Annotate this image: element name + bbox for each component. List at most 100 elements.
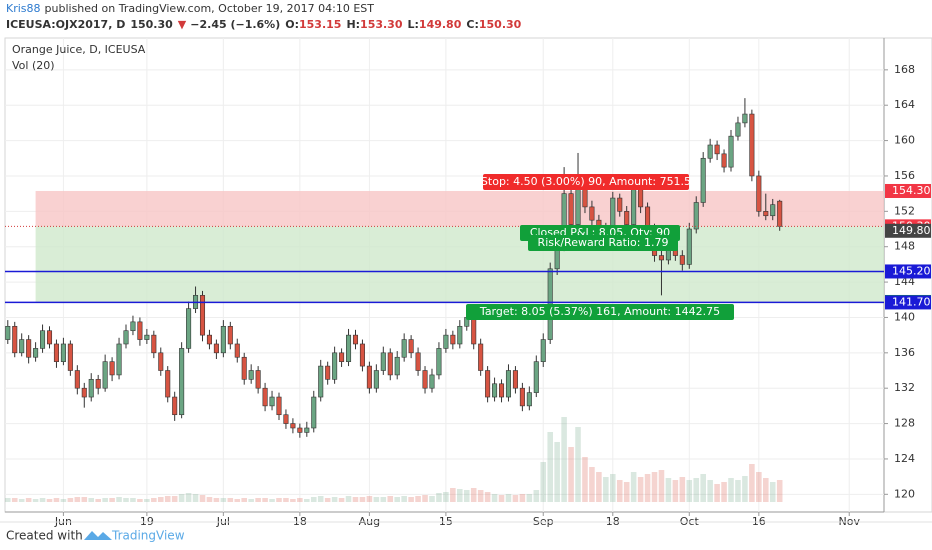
stop-label: Stop: 4.50 (3.00%) 90, Amount: 751.5	[481, 175, 691, 188]
volume-bar	[116, 497, 122, 502]
volume-bar	[109, 498, 115, 502]
candle-body	[311, 396, 317, 429]
volume-bar	[616, 480, 623, 502]
volume-bar	[380, 497, 387, 502]
volume-bar	[470, 488, 477, 502]
candle-body	[519, 387, 525, 407]
volume-bar	[408, 497, 414, 502]
volume-bar	[46, 499, 53, 502]
candle-body	[387, 352, 393, 376]
volume-bar	[60, 499, 67, 502]
candle-body	[199, 295, 206, 336]
volume-bar	[102, 498, 108, 502]
candle-body	[81, 387, 87, 398]
volume-bar	[81, 497, 88, 502]
y-tick-label: 128	[894, 417, 915, 430]
volume-bar	[324, 498, 331, 502]
volume-bar	[297, 498, 303, 502]
candle-body	[686, 228, 692, 265]
volume-bar	[283, 498, 289, 502]
volume-bar	[735, 480, 741, 502]
candle-body	[53, 343, 59, 362]
volume-bar	[672, 480, 679, 502]
y-tick-label: 132	[894, 381, 915, 394]
volume-bar	[707, 480, 713, 502]
target-label-box	[466, 304, 734, 320]
candle-body	[471, 317, 477, 345]
volume-bar	[137, 499, 143, 502]
volume-bar	[582, 457, 588, 502]
y-tick-label: 148	[894, 240, 915, 253]
candle-body	[339, 352, 345, 362]
volume-bar	[234, 499, 241, 502]
volume-bar	[630, 472, 637, 502]
volume-bar	[11, 498, 18, 502]
candle-body	[589, 206, 595, 221]
candle-body	[366, 365, 372, 389]
arrow: ▼	[178, 18, 187, 31]
volume-bar	[686, 480, 693, 502]
author[interactable]: Kris88	[6, 2, 41, 15]
volume-bar	[533, 490, 540, 502]
candle-body	[763, 211, 769, 217]
candle-body	[693, 202, 699, 230]
volume-bar	[241, 498, 248, 502]
plot: 120124128132136140144148152156160164168J…	[5, 38, 931, 528]
volume-bar	[269, 499, 275, 502]
candle-body	[624, 211, 630, 225]
candle-body	[325, 365, 331, 380]
candle-body	[373, 370, 379, 389]
y-tick-label: 168	[894, 63, 915, 76]
y-tick-label: 164	[894, 98, 915, 111]
candle-body	[721, 153, 727, 168]
candle-body	[158, 352, 164, 371]
volume-bar	[721, 482, 727, 502]
target-zone	[35, 226, 885, 302]
candle-body	[756, 175, 762, 212]
volume-bar	[457, 489, 463, 502]
candle-body	[533, 361, 539, 393]
volume-bar	[603, 477, 609, 502]
ratio-label-box	[528, 235, 678, 251]
candle-body	[137, 321, 143, 340]
footer-brand[interactable]: TradingView	[111, 529, 185, 543]
volume-bar	[199, 495, 206, 502]
y-tick-label: 120	[894, 487, 915, 500]
y-tick-label: 136	[894, 346, 915, 359]
price-badge-label: 154.30	[892, 184, 931, 197]
ohlc-key: C:	[466, 18, 478, 31]
target-label: Target: 8.05 (5.37%) 161, Amount: 1442.7…	[479, 305, 720, 318]
price-badge	[885, 295, 931, 310]
stop-label-box	[483, 174, 689, 190]
candle-body	[742, 113, 748, 124]
header-line-2: ICEUSA:OJX2017, D 150.30 ▼ −2.45 (−1.6%) O:1…	[6, 18, 522, 31]
candle-body	[179, 348, 185, 416]
volume-bar	[422, 495, 428, 502]
volume-bar	[477, 490, 484, 502]
volume-bar	[185, 493, 192, 502]
volume-bar	[540, 462, 547, 502]
candle-body	[770, 204, 776, 217]
candle-body	[679, 255, 685, 265]
candle-body	[234, 343, 240, 358]
volume-bar	[658, 470, 665, 502]
volume-bar	[304, 499, 310, 502]
chart-title: Orange Juice, D, ICEUSA	[12, 43, 146, 56]
volume-bar	[178, 494, 185, 502]
volume-bar	[366, 496, 373, 502]
candle-body	[12, 325, 18, 354]
candle-body	[610, 197, 616, 230]
volume-bar	[769, 482, 776, 502]
symbol: ICEUSA:OJX2017, D	[6, 18, 125, 31]
candle-body	[262, 387, 268, 407]
ohlc-value: 150.30	[479, 18, 522, 31]
candle-body	[227, 325, 233, 345]
price-badge-label: 141.70	[892, 295, 931, 308]
candle-body	[526, 392, 532, 407]
logo-icon	[84, 531, 112, 540]
candle-body	[401, 339, 407, 358]
volume-bar	[255, 498, 261, 502]
candle-body	[617, 197, 623, 212]
volume-bar	[18, 499, 25, 502]
volume-bar	[749, 464, 755, 502]
